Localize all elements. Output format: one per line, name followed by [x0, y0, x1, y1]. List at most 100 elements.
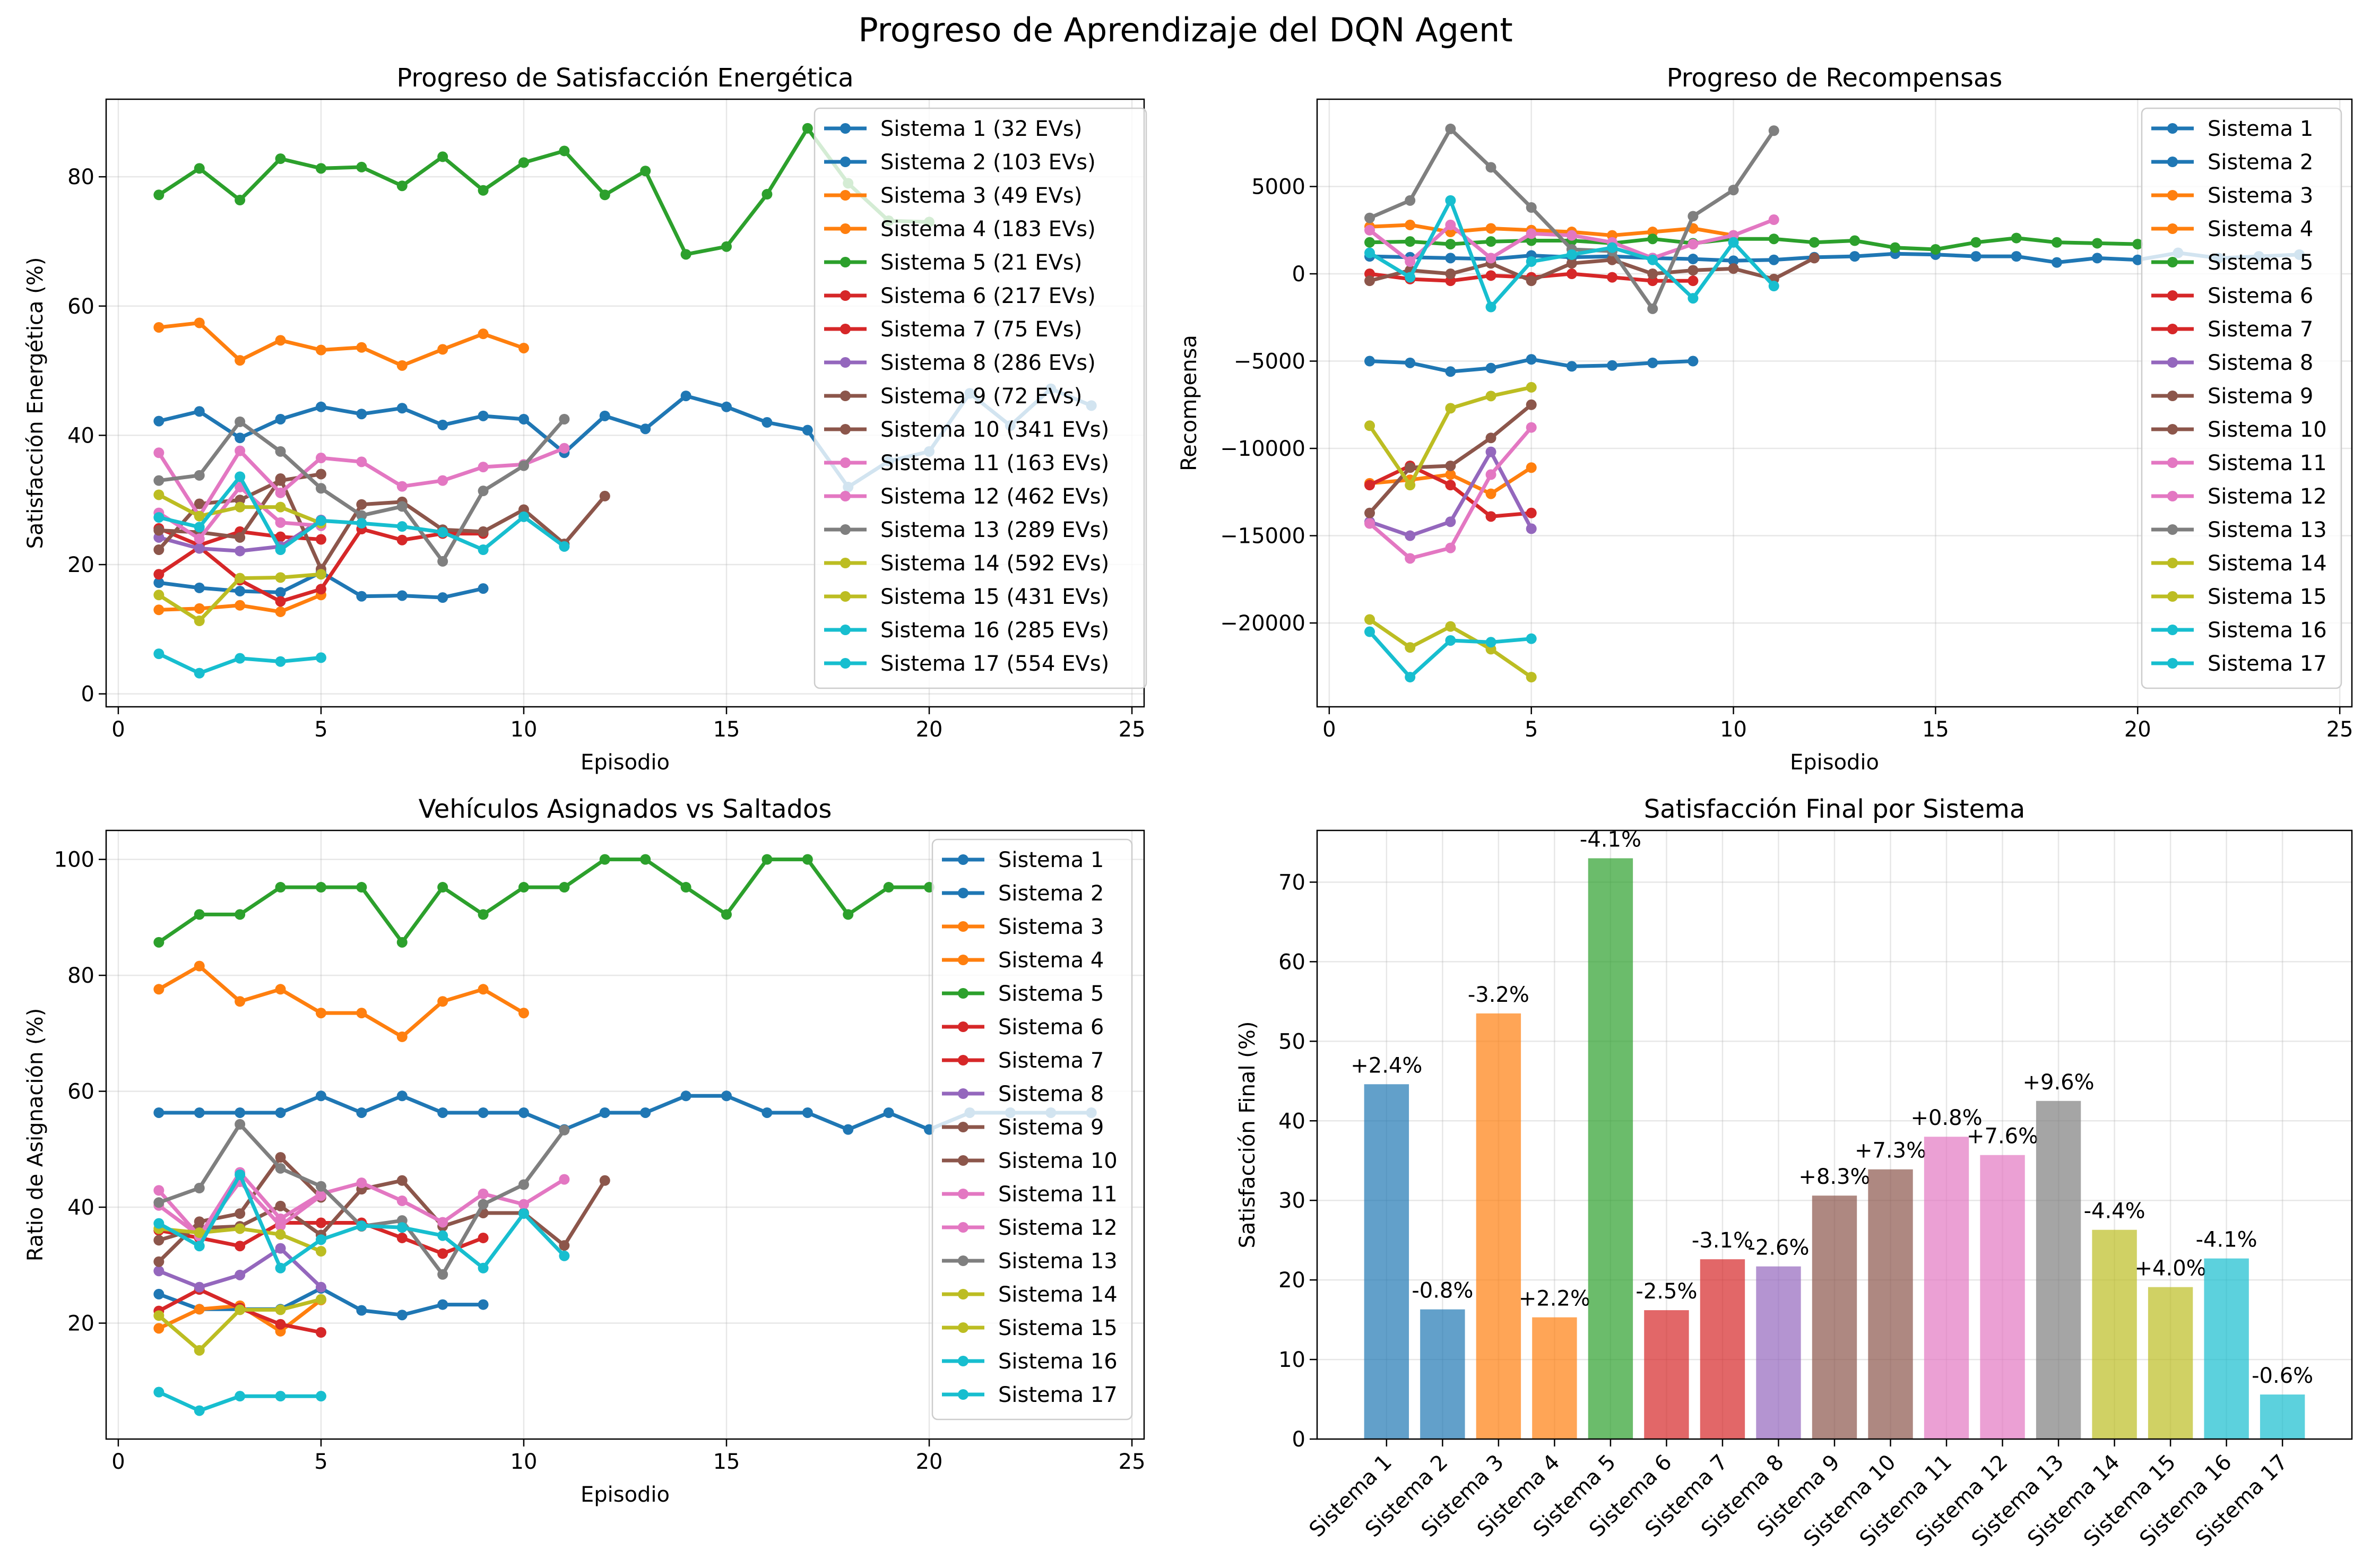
data-point	[1566, 268, 1577, 280]
data-point	[1364, 275, 1375, 287]
data-point	[235, 416, 246, 427]
data-point	[680, 249, 691, 260]
data-point	[1405, 357, 1416, 368]
legend-marker	[958, 888, 968, 898]
series-16	[153, 1169, 570, 1274]
data-point	[518, 1199, 529, 1210]
data-point	[315, 401, 326, 412]
data-point	[315, 1234, 326, 1245]
data-point	[315, 569, 326, 580]
y-tick-label: 70	[1278, 870, 1305, 895]
data-point	[275, 335, 286, 346]
legend-label: Sistema 1 (32 EVs)	[880, 117, 1082, 141]
legend-marker	[958, 1021, 968, 1032]
bar-value-label: -0.6%	[2252, 1364, 2313, 1388]
y-tick-label: 20	[1278, 1268, 1305, 1293]
legend-marker	[2167, 457, 2178, 468]
data-point	[1647, 268, 1658, 280]
x-tick-label: 10	[510, 1450, 538, 1474]
data-point	[1849, 235, 1861, 246]
data-point	[1607, 360, 1618, 371]
data-point	[235, 1223, 246, 1234]
data-point	[194, 533, 205, 544]
data-point	[518, 342, 529, 353]
bar-value-label: +4.0%	[2135, 1257, 2206, 1281]
bar-value-label: +2.2%	[1519, 1287, 1590, 1311]
bar-17	[2260, 1394, 2305, 1439]
chart-title: Progreso de Satisfacción Energética	[396, 63, 853, 93]
legend-label: Sistema 11	[2208, 451, 2327, 475]
data-point	[1364, 626, 1375, 637]
data-point	[802, 123, 813, 134]
data-point	[599, 410, 610, 421]
data-point	[315, 1190, 326, 1201]
data-point	[802, 854, 813, 865]
data-point	[1445, 253, 1456, 264]
data-point	[1970, 251, 1981, 262]
data-point	[235, 1119, 246, 1130]
legend-label: Sistema 14	[998, 1283, 1118, 1307]
legend-label: Sistema 10	[998, 1149, 1118, 1173]
legend-marker	[958, 1356, 968, 1366]
data-point	[437, 1230, 448, 1241]
data-point	[194, 163, 205, 174]
data-point	[1607, 272, 1618, 283]
data-point	[235, 1169, 246, 1180]
data-point	[356, 1305, 367, 1316]
data-point	[153, 489, 165, 500]
data-point	[275, 1262, 286, 1274]
data-point	[153, 1387, 165, 1398]
data-point	[1485, 301, 1496, 313]
data-point	[1768, 233, 1779, 245]
data-point	[437, 1248, 448, 1259]
data-point	[1485, 253, 1496, 264]
data-point	[2132, 254, 2143, 265]
y-tick-label: 30	[1278, 1189, 1305, 1213]
plot-area	[153, 854, 1097, 1416]
data-point	[275, 1163, 286, 1174]
data-point	[1485, 270, 1496, 281]
data-point	[1526, 202, 1537, 213]
axes-frame	[1316, 98, 2353, 708]
x-tick-label: 0	[111, 1450, 125, 1474]
data-point	[315, 584, 326, 595]
bar-value-label: +0.8%	[1910, 1106, 1982, 1130]
data-point	[762, 854, 773, 865]
x-tick-label: 20	[916, 1450, 943, 1474]
legend-label: Sistema 4	[2208, 217, 2313, 241]
data-point	[559, 541, 570, 552]
data-point	[396, 501, 408, 512]
legend-label: Sistema 7	[2208, 317, 2313, 342]
data-point	[315, 1246, 326, 1257]
data-point	[478, 328, 489, 340]
y-tick-label: −20000	[1220, 611, 1305, 636]
bar-12	[1980, 1155, 2025, 1439]
data-point	[194, 470, 205, 481]
data-point	[518, 511, 529, 522]
data-point	[275, 531, 286, 542]
data-point	[1768, 125, 1779, 136]
data-point	[396, 1222, 408, 1233]
data-point	[640, 166, 651, 177]
data-point	[1364, 247, 1375, 258]
data-point	[396, 1196, 408, 1207]
data-point	[437, 151, 448, 162]
data-point	[315, 882, 326, 893]
data-point	[1445, 366, 1456, 377]
data-point	[437, 882, 448, 893]
data-point	[315, 534, 326, 545]
series-17	[1364, 626, 1537, 683]
data-point	[1485, 236, 1496, 247]
data-point	[1688, 239, 1699, 250]
series-17	[153, 1387, 326, 1416]
legend-label: Sistema 5	[998, 982, 1104, 1006]
x-tick-label: 5	[1525, 717, 1538, 742]
data-point	[721, 401, 732, 412]
data-point	[194, 510, 205, 522]
data-point	[518, 882, 529, 893]
data-point	[721, 1090, 732, 1102]
legend-marker	[840, 457, 851, 468]
legend-marker	[958, 1155, 968, 1166]
legend-label: Sistema 9	[998, 1115, 1104, 1140]
